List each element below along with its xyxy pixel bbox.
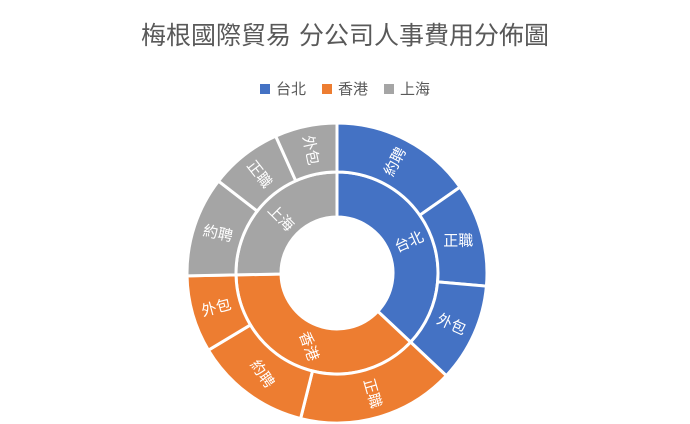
legend-swatch: [321, 83, 332, 94]
outer-label: 約聘: [201, 222, 234, 246]
legend-label: 上海: [400, 80, 431, 98]
legend-swatch: [384, 83, 394, 94]
outer-label: 正職: [443, 232, 473, 250]
chart-title: 梅根國際貿易 分公司人事費用分佈圖: [141, 21, 549, 50]
outer-label: 外包: [299, 134, 323, 167]
legend: 台北 香港 上海: [0, 78, 690, 99]
legend-swatch: [259, 83, 270, 94]
legend-label: 香港: [337, 80, 368, 98]
legend-item-shanghai[interactable]: 上海: [384, 78, 430, 99]
legend-item-hongkong[interactable]: 香港: [321, 78, 368, 99]
legend-item-taipei[interactable]: 台北: [259, 78, 306, 99]
legend-label: 台北: [275, 80, 306, 98]
outer-segment-2-2[interactable]: [273, 121, 339, 183]
